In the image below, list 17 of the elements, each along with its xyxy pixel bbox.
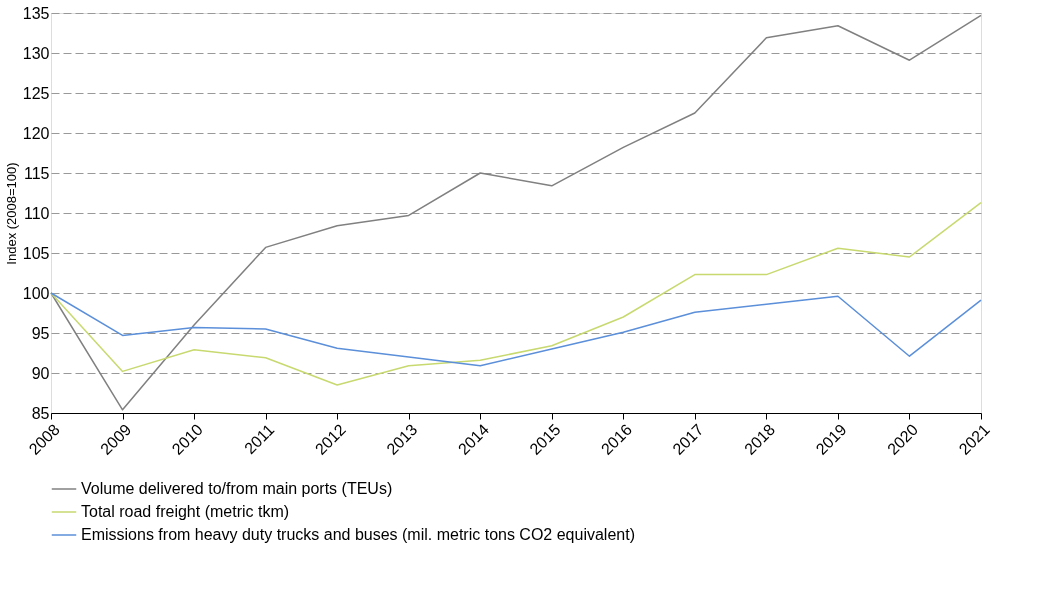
y-tick-label: 105 bbox=[22, 244, 50, 262]
y-tick-label: 130 bbox=[22, 44, 50, 62]
y-tick-label: 115 bbox=[23, 164, 50, 182]
y-tick-label: 90 bbox=[31, 364, 50, 382]
y-tick-label: 110 bbox=[23, 204, 50, 222]
legend-label: Total road freight (metric tkm) bbox=[81, 503, 290, 520]
y-tick-label: 135 bbox=[22, 4, 50, 22]
legend-label: Emissions from heavy duty trucks and buses (mil. metric tons CO2 equivalent) bbox=[81, 526, 635, 543]
y-tick-label: 120 bbox=[22, 124, 50, 142]
y-tick-label: 85 bbox=[31, 404, 50, 422]
line-series bbox=[50, 292, 982, 367]
line-series bbox=[50, 201, 982, 386]
y-tick-label: 95 bbox=[31, 324, 50, 342]
y-axis-title: Index (2008=100) bbox=[3, 162, 19, 265]
legend-label: Volume delivered to/from main ports (TEUs) bbox=[81, 480, 393, 497]
y-tick-label: 100 bbox=[22, 284, 50, 302]
y-tick-label: 125 bbox=[22, 84, 50, 102]
